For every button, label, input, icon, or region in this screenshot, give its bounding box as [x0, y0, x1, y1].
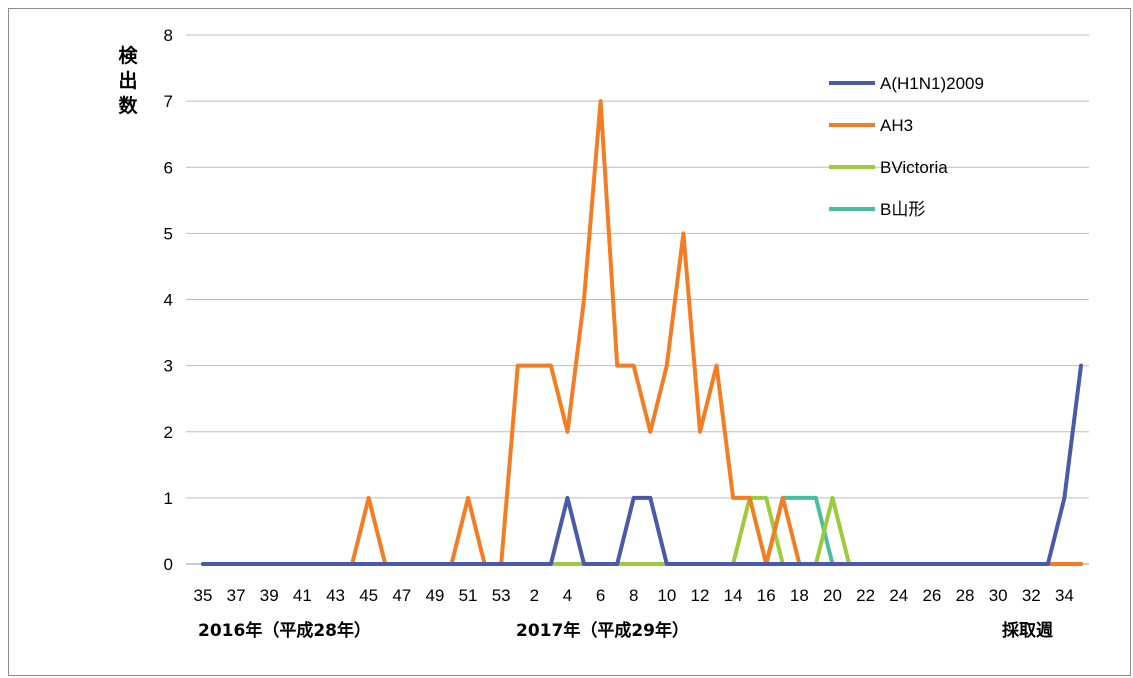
x-tick-label: 22 — [856, 586, 875, 605]
x-tick-label: 12 — [691, 586, 710, 605]
x-tick-label: 34 — [1055, 586, 1074, 605]
y-tick-label: 0 — [164, 555, 173, 574]
x-tick-label: 2 — [530, 586, 539, 605]
legend-label: BVictoria — [880, 158, 948, 177]
x-tick-label: 53 — [492, 586, 511, 605]
legend-label: A(H1N1)2009 — [880, 74, 984, 93]
x-tick-label: 6 — [596, 586, 605, 605]
y-tick-label: 6 — [164, 158, 173, 177]
x-tick-label: 43 — [326, 586, 345, 605]
x-tick-label: 28 — [956, 586, 975, 605]
x-tick-label: 39 — [260, 586, 279, 605]
y-axis-label: 検出数 — [118, 44, 138, 117]
gridlines — [186, 34, 1089, 565]
series-lines — [201, 99, 1083, 566]
x-tick-label: 51 — [459, 586, 478, 605]
x-tick-label: 18 — [790, 586, 809, 605]
x-tick-label: 37 — [227, 586, 246, 605]
x-tick-label: 45 — [359, 586, 378, 605]
x-axis-label: 採取週 — [1002, 620, 1053, 641]
legend: A(H1N1)2009 AH3 BVictoria B山形 — [829, 74, 984, 219]
x-tick-label: 32 — [1022, 586, 1041, 605]
legend-label: AH3 — [880, 116, 913, 135]
x-tick-label: 20 — [823, 586, 842, 605]
x-tick-label: 30 — [989, 586, 1008, 605]
x-tick-label: 49 — [425, 586, 444, 605]
series-line-A(H1N1)2009 — [201, 363, 1083, 566]
x-tick-label: 35 — [194, 586, 213, 605]
y-tick-label: 4 — [164, 291, 173, 310]
series-line-BVictoria — [201, 495, 1083, 566]
y-tick-label: 5 — [164, 224, 173, 243]
y-tick-labels: 0 1 2 3 4 5 6 7 8 — [164, 26, 173, 574]
x-tick-label: 24 — [889, 586, 908, 605]
series-line-AH3 — [201, 99, 1083, 566]
x-tick-labels: 35 37 39 41 43 45 47 49 51 53 2 4 6 8 10 12 14 16 18 20 22 24… — [194, 586, 1074, 605]
x-tick-label: 41 — [293, 586, 312, 605]
x-tick-label: 8 — [629, 586, 638, 605]
x-tick-label: 26 — [922, 586, 941, 605]
x-tick-label: 47 — [392, 586, 411, 605]
y-tick-label: 2 — [164, 423, 173, 442]
y-tick-label: 7 — [164, 92, 173, 111]
series-line-B山形 — [201, 495, 1083, 566]
y-tick-label: 8 — [164, 26, 173, 45]
x-tick-label: 16 — [757, 586, 776, 605]
legend-label: B山形 — [880, 200, 925, 219]
x-tick-label: 14 — [724, 586, 743, 605]
year-label-2016: 2016年（平成28年） — [198, 620, 371, 641]
y-tick-label: 3 — [164, 357, 173, 376]
y-tick-label: 1 — [164, 489, 173, 508]
year-label-2017: 2017年（平成29年） — [516, 620, 689, 641]
x-tick-label: 4 — [563, 586, 572, 605]
x-tick-label: 10 — [657, 586, 676, 605]
